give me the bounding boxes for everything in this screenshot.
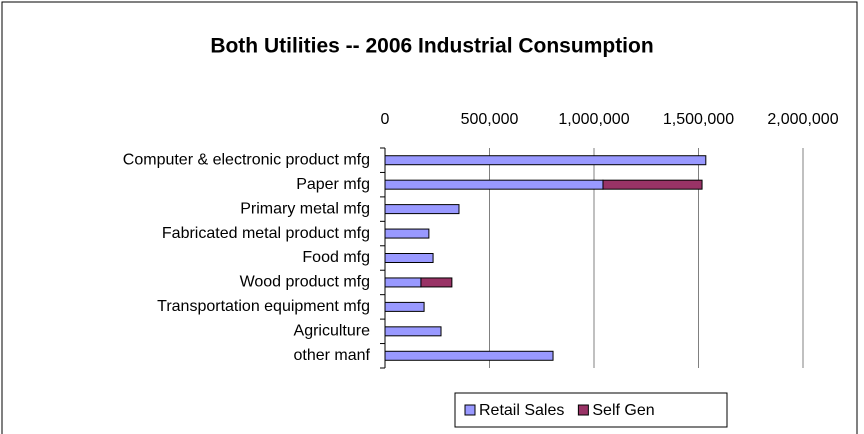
bar-segment [384,350,554,361]
x-tick-label: 2,000,000 [767,111,838,128]
bar-segment [384,277,422,288]
y-tick-label: Fabricated metal product mfg [162,225,370,242]
bar-segment [602,179,703,190]
y-tick-label: Paper mfg [296,176,370,193]
legend-box [454,392,728,428]
bar-segment [384,301,425,312]
y-tick-label: Primary metal mfg [240,200,370,217]
x-tick-label: 500,000 [461,111,519,128]
bar-segment [384,253,434,263]
chart-title: Both Utilities -- 2006 Industrial Consum… [210,35,653,58]
y-tick-label: Food mfg [302,249,370,266]
legend-swatch [577,404,589,416]
y-tick-label: other manf [294,347,371,364]
bar-segment [384,204,460,215]
bar-segment [384,179,604,190]
legend-swatch [464,404,476,416]
y-tick-label: Computer & electronic product mfg [123,151,370,168]
bar-segment [384,155,707,166]
bar-segment [420,277,453,288]
y-tick-label: Transportation equipment mfg [157,298,370,315]
legend-label: Self Gen [592,402,654,419]
legend-label: Retail Sales [479,402,564,419]
bar-segment [384,228,430,239]
y-tick-label: Agriculture [294,323,371,340]
x-tick-label: 1,000,000 [558,111,629,128]
x-tick-label: 0 [381,111,390,128]
y-tick-label: Wood product mfg [240,274,370,291]
x-tick-label: 1,500,000 [663,111,734,128]
bar-segment [384,326,442,337]
